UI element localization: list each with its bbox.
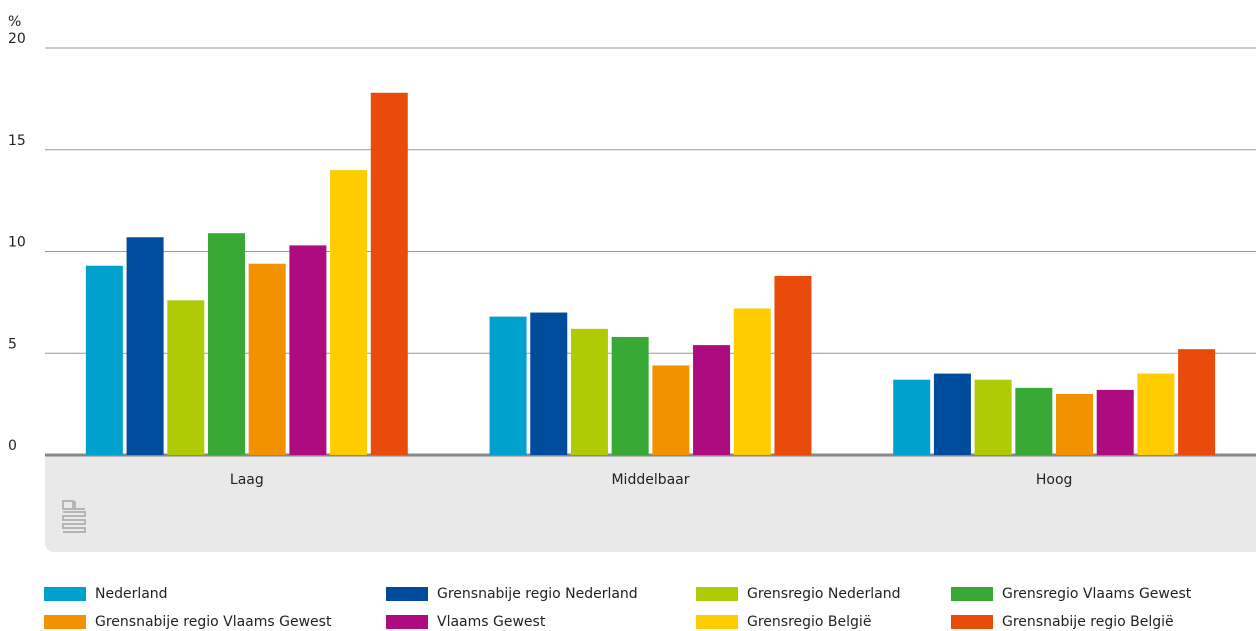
bar (652, 365, 690, 455)
bar (774, 275, 812, 455)
y-tick-label: 10 (8, 235, 26, 251)
bar (1015, 387, 1053, 455)
bar (933, 373, 971, 455)
legend-label: Grensregio België (747, 614, 871, 630)
x-tick-label: Middelbaar (611, 472, 689, 488)
bar (289, 245, 327, 455)
legend-label: Vlaams Gewest (437, 614, 546, 630)
bar (248, 263, 286, 455)
bar (530, 312, 568, 455)
bar (893, 379, 931, 455)
legend-label: Grensnabije regio België (1002, 614, 1174, 630)
category-band (45, 455, 1256, 552)
bar (1178, 349, 1216, 455)
bar (1096, 389, 1134, 455)
y-tick-label: 20 (8, 31, 26, 47)
legend-label: Nederland (95, 586, 168, 602)
bar (1056, 393, 1094, 455)
bar (330, 170, 368, 455)
bar (693, 345, 731, 455)
y-tick-label: 15 (8, 133, 26, 149)
legend-label: Grensregio Vlaams Gewest (1002, 586, 1192, 602)
x-tick-label: Laag (230, 472, 264, 488)
legend-label: Grensnabije regio Nederland (437, 586, 638, 602)
y-tick-label: 5 (8, 336, 17, 352)
bar (611, 336, 649, 455)
legend-label: Grensnabije regio Vlaams Gewest (95, 614, 332, 630)
logo (62, 500, 86, 533)
bar (974, 379, 1012, 455)
legend-label: Grensregio Nederland (747, 586, 901, 602)
y-tick-label: 0 (8, 438, 17, 454)
bar (489, 316, 527, 455)
bar (167, 300, 205, 455)
bar (126, 237, 164, 455)
bar (1137, 373, 1175, 455)
legend-swatch (44, 587, 86, 601)
bar (733, 308, 771, 455)
legend-swatch (696, 615, 738, 629)
x-tick-label: Hoog (1036, 472, 1073, 488)
legend-swatch (951, 587, 993, 601)
legend-swatch (951, 615, 993, 629)
bar (370, 92, 408, 456)
legend-swatch (386, 587, 428, 601)
legend-swatch (386, 615, 428, 629)
bar (207, 233, 245, 455)
legend-swatch (44, 615, 86, 629)
bar (85, 265, 123, 455)
bar (570, 328, 608, 455)
legend-swatch (696, 587, 738, 601)
y-axis-label: % (8, 14, 21, 30)
